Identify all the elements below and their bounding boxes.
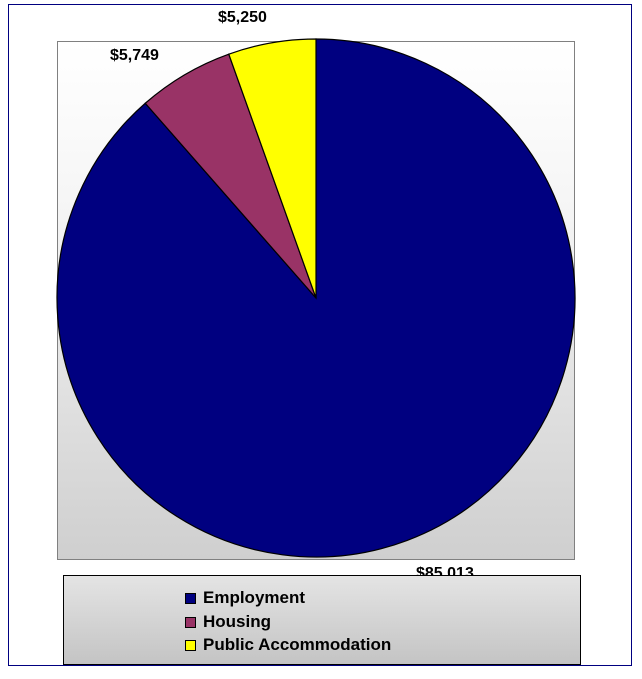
legend-label-employment: Employment [203,588,306,607]
legend-item-housing: Housing [185,612,271,632]
data-label-public-accommodation: $5,250 [218,9,267,26]
legend: Employment Housing Public Accommodation [63,575,581,665]
legend-swatch-employment [185,592,196,604]
legend-swatch-public-accommodation [185,639,196,651]
pie-slice-public-accommodation [227,38,317,299]
data-label-housing: $5,749 [110,47,159,64]
legend-swatch-housing [185,616,196,628]
legend-label-housing: Housing [203,612,271,631]
legend-item-employment: Employment [185,588,305,608]
legend-item-public-accommodation: Public Accommodation [185,635,391,655]
legend-label-public-accommodation: Public Accommodation [203,635,392,654]
